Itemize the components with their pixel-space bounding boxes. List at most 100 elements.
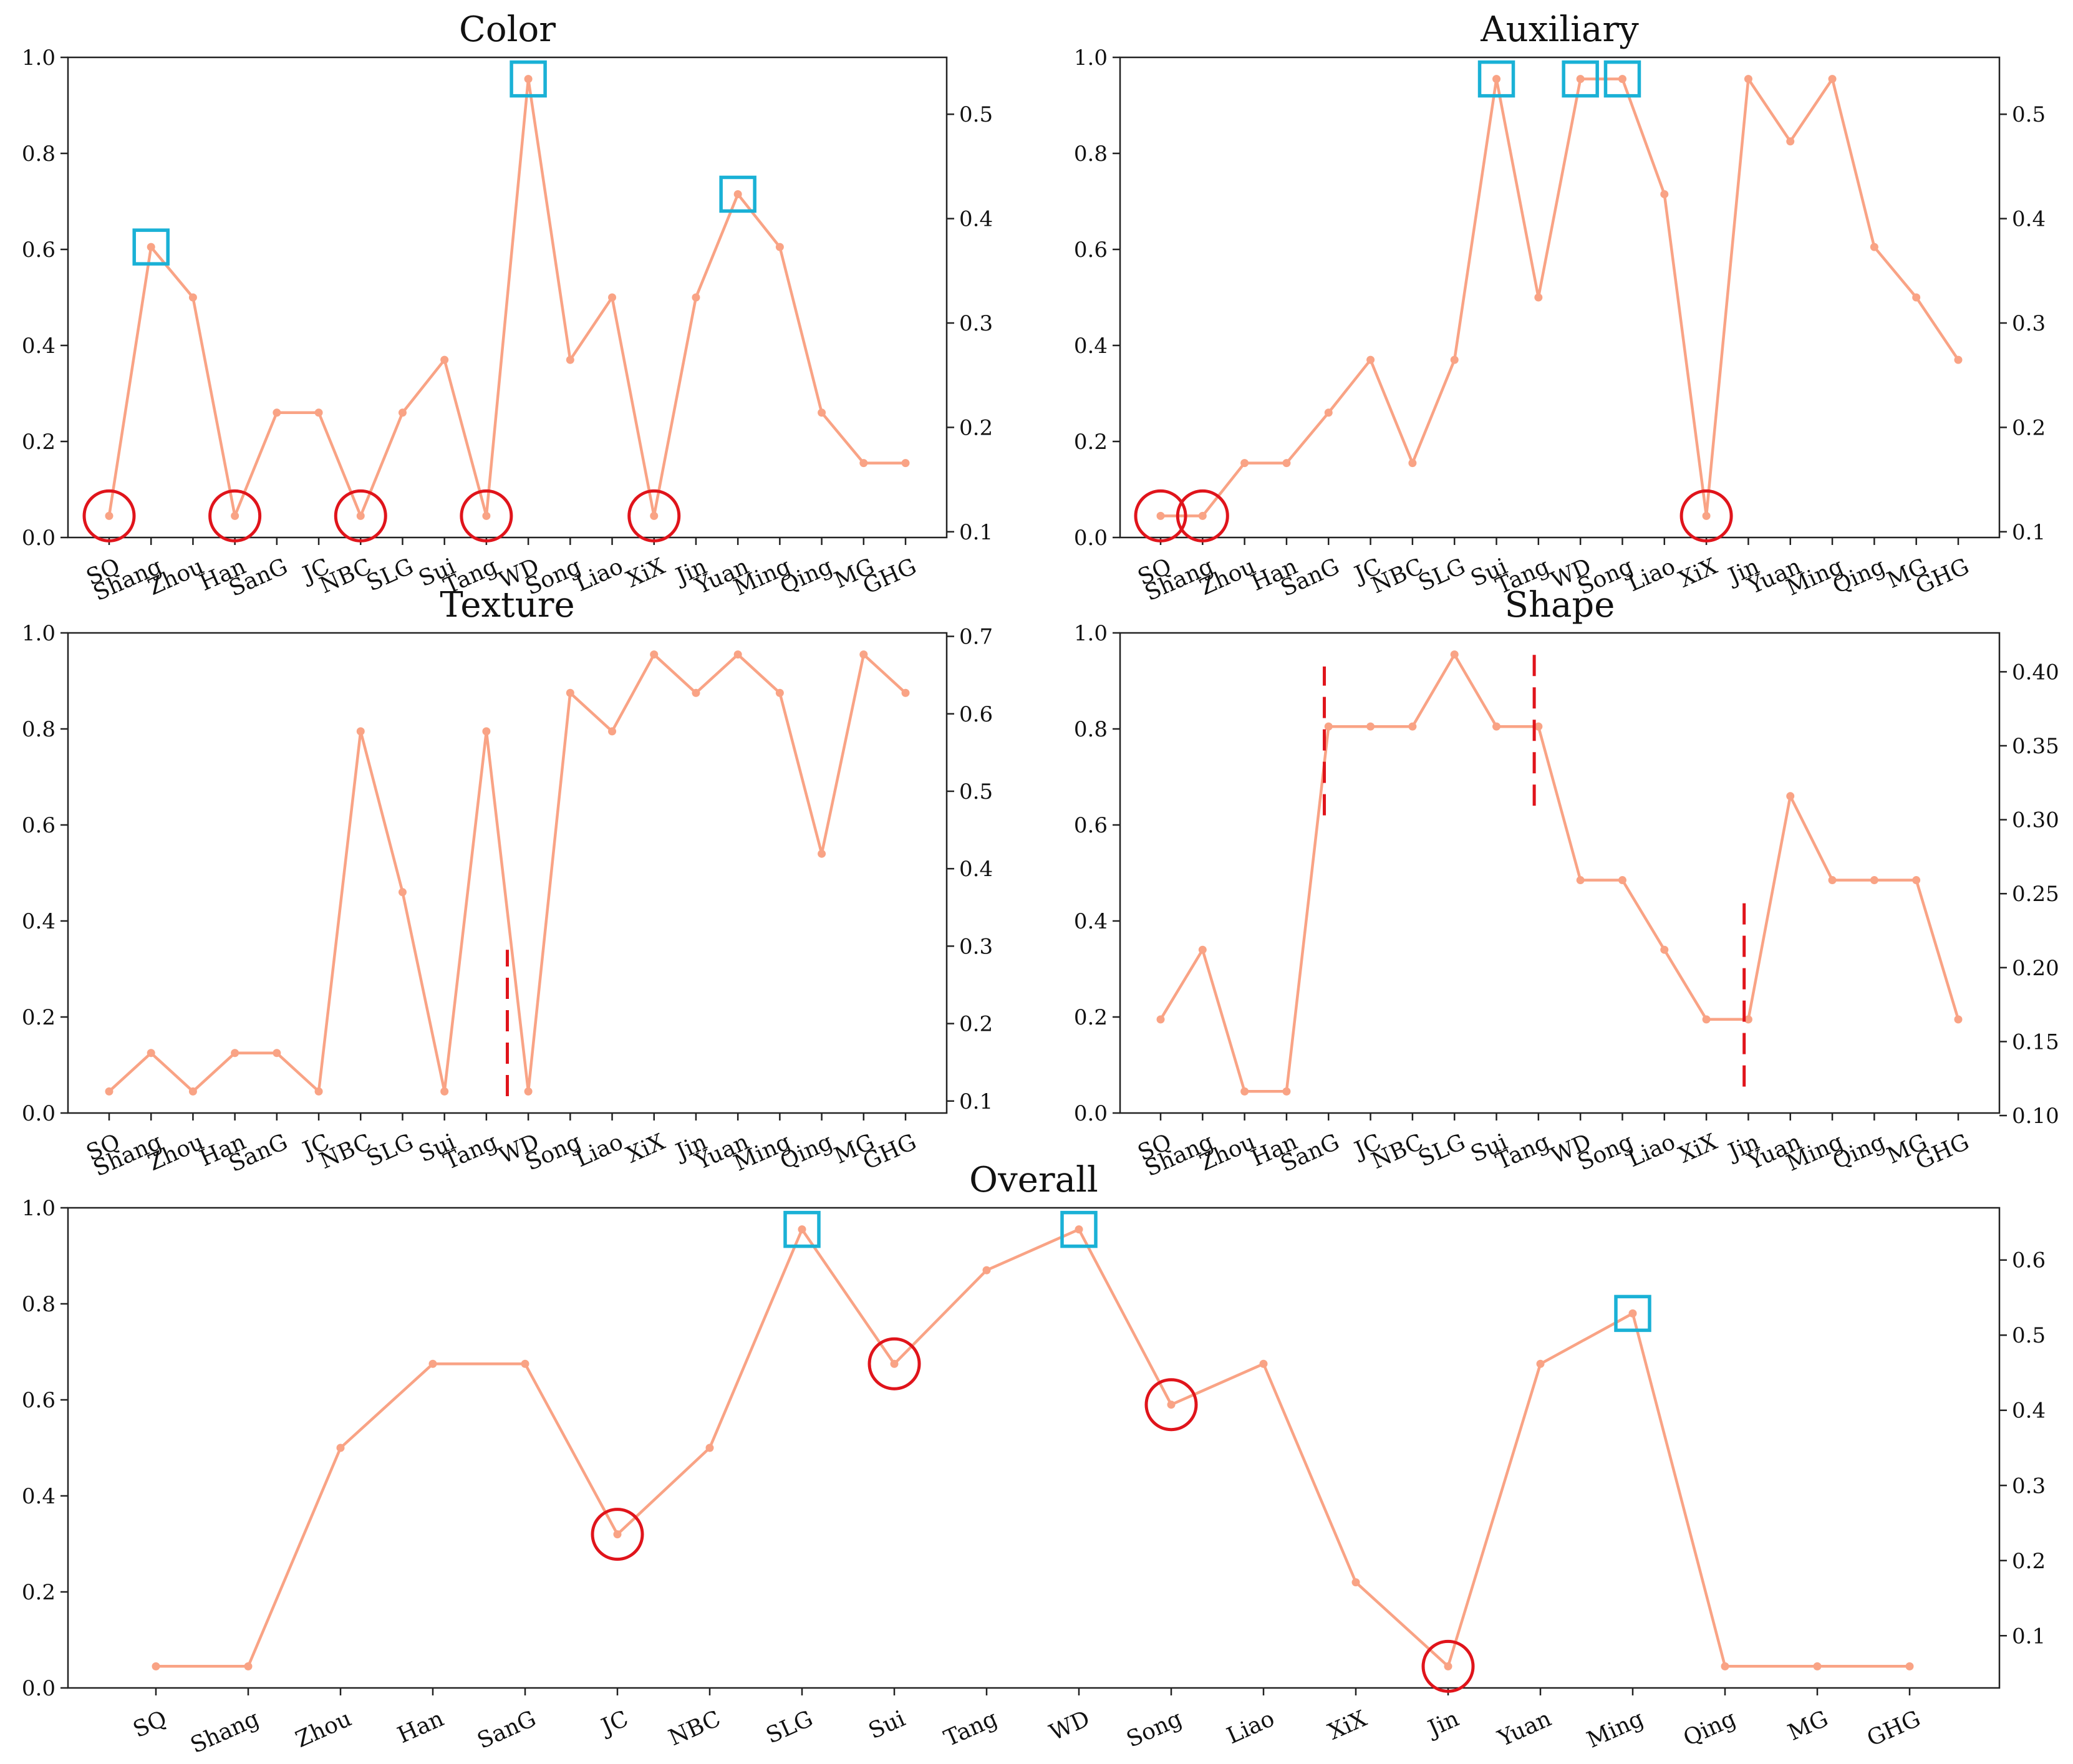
data-point xyxy=(1828,75,1837,84)
y2-tick-label: 0.5 xyxy=(959,102,993,127)
data-point xyxy=(1282,459,1291,468)
data-point xyxy=(1870,876,1878,885)
data-point xyxy=(1828,876,1837,885)
y-tick-label: 0.4 xyxy=(22,334,56,359)
highlight-circle xyxy=(1176,489,1229,542)
y-tick-label: 0.6 xyxy=(22,238,56,263)
plot-frame xyxy=(67,632,948,1114)
y2-tick-label: 0.6 xyxy=(2012,1248,2046,1273)
y2-tick-label: 0.3 xyxy=(2012,1473,2046,1498)
highlight-square xyxy=(1477,60,1515,98)
data-point xyxy=(775,688,784,697)
chart-title: Color xyxy=(459,9,556,50)
chart-title: Shape xyxy=(1505,585,1615,625)
data-point xyxy=(398,888,407,897)
data-point xyxy=(1813,1662,1822,1670)
y-tick-label: 0.2 xyxy=(1074,430,1108,455)
data-point xyxy=(244,1662,253,1670)
highlight-square xyxy=(719,175,756,213)
highlight-circle xyxy=(1421,1639,1475,1693)
y-tick-label: 0.4 xyxy=(22,909,56,934)
y2-tick-label: 0.5 xyxy=(959,779,993,804)
y2-tick-label: 0.7 xyxy=(959,625,993,650)
data-point xyxy=(566,355,574,364)
highlight-square xyxy=(1562,60,1599,98)
y-tick-label: 0.8 xyxy=(1074,142,1108,166)
data-point xyxy=(1905,1662,1914,1670)
data-point xyxy=(1351,1578,1360,1587)
highlight-square xyxy=(510,60,547,98)
data-point xyxy=(147,243,155,251)
data-point xyxy=(440,1087,449,1096)
data-point xyxy=(1912,876,1921,885)
data-point xyxy=(1156,511,1165,520)
data-point xyxy=(733,190,742,198)
data-point xyxy=(105,1087,114,1096)
data-point xyxy=(798,1225,806,1234)
data-point xyxy=(1450,650,1459,659)
data-point xyxy=(314,1087,323,1096)
data-point xyxy=(613,1530,622,1539)
data-point xyxy=(1324,722,1333,731)
data-point xyxy=(1536,1359,1545,1368)
data-point xyxy=(1744,1015,1752,1024)
data-point xyxy=(1744,75,1752,84)
data-point xyxy=(608,293,617,302)
plot-frame xyxy=(67,1207,2001,1689)
data-point xyxy=(273,408,281,417)
y2-tick-label: 0.3 xyxy=(959,934,993,959)
data-point xyxy=(1492,722,1501,731)
data-point xyxy=(398,408,407,417)
data-point xyxy=(982,1266,991,1275)
data-point xyxy=(818,849,826,858)
data-point xyxy=(1366,355,1375,364)
y-tick-label: 0.4 xyxy=(1074,334,1108,359)
y-tick-label: 0.8 xyxy=(22,142,56,166)
y2-tick-label: 0.30 xyxy=(2012,808,2059,833)
data-point xyxy=(859,650,868,659)
data-point xyxy=(901,459,910,468)
data-point xyxy=(482,727,491,736)
chart-title: Texture xyxy=(440,585,574,625)
data-point xyxy=(1912,293,1921,302)
y2-tick-label: 0.6 xyxy=(959,702,993,727)
y-tick-label: 0.8 xyxy=(22,1292,56,1317)
y2-tick-label: 0.10 xyxy=(2012,1104,2059,1129)
data-point xyxy=(1156,1015,1165,1024)
y-tick-label: 1.0 xyxy=(22,1196,56,1221)
data-point xyxy=(692,293,700,302)
data-point xyxy=(524,1087,533,1096)
highlight-circle xyxy=(460,489,513,542)
highlight-circle xyxy=(1134,489,1187,542)
data-point xyxy=(147,1049,155,1058)
y-tick-label: 0.4 xyxy=(22,1484,56,1509)
y2-tick-label: 0.1 xyxy=(2012,1624,2046,1649)
plot-frame xyxy=(1119,632,2001,1114)
y-tick-label: 0.2 xyxy=(22,1005,56,1030)
y-tick-label: 0.0 xyxy=(22,526,56,551)
data-point xyxy=(1954,355,1963,364)
data-point xyxy=(733,650,742,659)
data-point xyxy=(1444,1662,1452,1670)
data-point xyxy=(901,688,910,697)
highlight-square xyxy=(132,228,170,266)
data-point xyxy=(188,1087,197,1096)
y2-tick-label: 0.3 xyxy=(959,311,993,336)
data-point xyxy=(1198,511,1207,520)
data-point xyxy=(314,408,323,417)
highlight-square xyxy=(783,1210,821,1248)
data-point xyxy=(1492,75,1501,84)
highlight-circle xyxy=(208,489,262,542)
plot-frame xyxy=(1119,56,2001,539)
data-point xyxy=(152,1662,160,1670)
y-tick-label: 0.0 xyxy=(1074,1101,1108,1126)
data-point xyxy=(608,727,617,736)
y2-tick-label: 0.4 xyxy=(959,207,993,232)
y2-tick-label: 0.20 xyxy=(2012,956,2059,981)
data-point xyxy=(650,650,659,659)
plot-frame xyxy=(67,56,948,539)
y2-tick-label: 0.2 xyxy=(959,415,993,440)
data-point xyxy=(521,1359,529,1368)
y-tick-label: 1.0 xyxy=(22,621,56,646)
